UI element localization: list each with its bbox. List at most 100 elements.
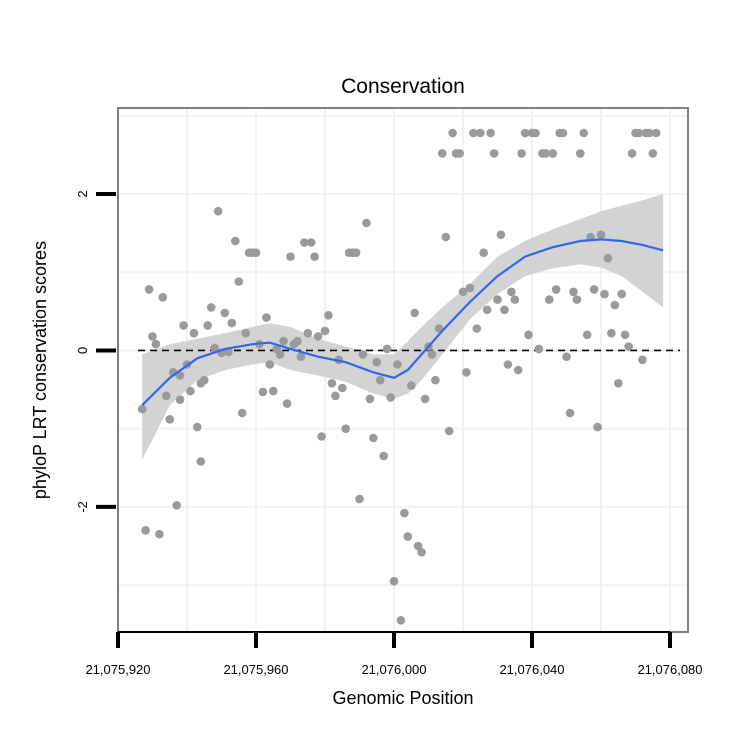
data-point [407,381,416,390]
smooth-line [141,238,664,406]
data-point [469,128,478,138]
x-tick-label: 21,076,000 [361,662,426,677]
data-point [172,501,181,510]
data-point [600,289,609,299]
data-point [648,149,658,158]
data-point [296,352,306,362]
data-point [403,532,413,541]
data-point [313,332,323,341]
data-point [534,344,544,354]
data-point [472,324,482,333]
data-point [293,336,302,346]
x-tick-label: 21,076,080 [637,662,702,677]
data-point [462,368,471,377]
data-point [237,408,247,418]
data-point [338,383,347,393]
data-point [482,305,492,315]
confidence-band-area [142,194,664,460]
data-point [496,230,506,239]
data-point [206,303,216,312]
data-point [327,379,337,388]
data-point [476,128,485,138]
data-point [162,391,171,401]
data-point [324,311,333,320]
data-point [331,391,340,401]
data-point [151,339,161,349]
data-point [545,295,554,304]
data-point [317,432,326,441]
chart-title: Conservation [341,75,465,98]
y-axis: -2 0 2 [75,190,116,513]
data-point [306,238,316,247]
data-point [231,236,240,246]
data-point [410,308,420,318]
data-point [507,287,516,297]
data-point [551,285,561,294]
data-point [593,422,602,432]
data-point [234,277,244,286]
data-point [548,149,557,158]
data-point [262,313,271,322]
data-point [372,357,382,367]
data-point [258,387,268,397]
data-point [638,355,647,365]
data-point [455,149,464,158]
data-point [645,128,654,138]
data-point [382,344,392,354]
data-point [303,328,313,338]
data-point [200,375,209,385]
x-tick-label: 21,075,960 [223,662,288,677]
data-point [610,300,620,310]
data-point [558,128,568,138]
data-point [137,404,147,414]
data-point [614,379,623,388]
data-point [531,128,540,138]
data-point [434,324,444,333]
data-point [569,287,578,297]
data-point [458,287,468,297]
data-point [179,321,188,330]
data-point [275,350,285,359]
data-point [503,360,513,369]
data-point [389,576,399,586]
data-point [213,206,223,216]
x-tick-label: 21,075,920 [85,662,150,677]
data-point [251,248,261,257]
y-tick-label: 2 [75,190,90,197]
data-point [396,616,406,625]
data-point [220,308,230,318]
data-point [400,508,409,518]
data-point [417,547,426,557]
data-point [489,149,499,158]
data-point [203,321,212,330]
data-point [320,326,330,336]
data-point [148,332,157,341]
data-point [500,305,509,315]
data-point [603,253,613,263]
data-point [431,375,440,385]
y-axis-title: phyloP LRT conservation scores [30,241,50,499]
data-point [300,238,309,247]
data-point [444,426,454,436]
data-point [341,424,351,434]
data-point [562,352,571,362]
data-point [617,289,626,299]
data-point [607,328,616,338]
data-points [137,128,661,625]
data-point [141,526,150,535]
confidence-band [142,194,664,460]
data-point [420,394,430,404]
data-point [427,350,437,359]
data-point [565,408,575,418]
data-point [393,360,402,369]
data-point [524,330,533,340]
data-point [355,494,364,504]
data-point [282,399,292,408]
data-point [517,149,526,158]
data-point [227,318,237,328]
data-point [634,128,644,138]
data-point [175,395,185,405]
data-point [351,248,361,257]
data-point [596,230,606,239]
data-point [486,128,495,138]
